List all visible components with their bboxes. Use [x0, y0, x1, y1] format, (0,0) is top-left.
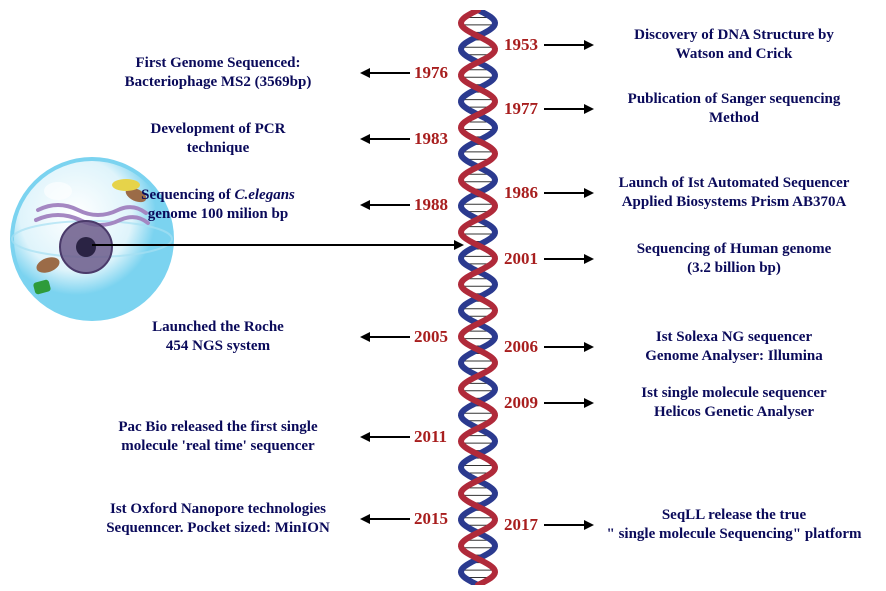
- timeline-label-line2: Genome Analyser: Illumina: [645, 348, 823, 364]
- arrow-head-right-icon: [584, 40, 594, 50]
- timeline-arrow: [370, 72, 410, 74]
- timeline-arrow: [544, 108, 584, 110]
- timeline-year: 2015: [414, 509, 448, 529]
- timeline-label-line1: Discovery of DNA Structure by: [634, 27, 834, 43]
- arrow-head-left-icon: [360, 514, 370, 524]
- arrow-head-left-icon: [360, 432, 370, 442]
- timeline-label-line1: Sequencing of C.elegans: [141, 187, 295, 203]
- timeline-label-line2: Sequenncer. Pocket sized: MinION: [106, 520, 330, 536]
- timeline-year: 1977: [504, 99, 538, 119]
- arrow-head-right-icon: [584, 398, 594, 408]
- timeline-year: 1986: [504, 183, 538, 203]
- arrow-head-right-icon: [584, 254, 594, 264]
- arrow-head-left-icon: [360, 332, 370, 342]
- timeline-year: 2009: [504, 393, 538, 413]
- timeline-label: Discovery of DNA Structure by Watson and …: [594, 26, 874, 64]
- timeline-arrow: [544, 192, 584, 194]
- timeline-arrow: [370, 518, 410, 520]
- cell-arrow-line: [92, 244, 454, 246]
- timeline-arrow: [370, 204, 410, 206]
- arrow-head-right-icon: [584, 342, 594, 352]
- timeline-label-line1: First Genome Sequenced:: [136, 55, 301, 71]
- timeline-label: Launch of Ist Automated Sequencer Applied…: [594, 174, 874, 212]
- timeline-label-line1: Development of PCR: [151, 121, 286, 137]
- timeline-label-line2: Method: [709, 110, 759, 126]
- timeline-label-line2: (3.2 billion bp): [687, 260, 781, 276]
- timeline-year: 2001: [504, 249, 538, 269]
- timeline-label-line1: Sequencing of Human genome: [637, 241, 832, 257]
- arrow-head-right-icon: [584, 104, 594, 114]
- timeline-year: 2017: [504, 515, 538, 535]
- timeline-label: Development of PCR technique: [78, 120, 358, 158]
- timeline-label-line2: Helicos Genetic Analyser: [654, 404, 814, 420]
- timeline-label: Ist Solexa NG sequencer Genome Analyser: …: [594, 328, 874, 366]
- arrow-head-right-icon: [584, 520, 594, 530]
- arrow-head-right-icon: [584, 188, 594, 198]
- timeline-label: Publication of Sanger sequencing Method: [594, 90, 874, 128]
- timeline-label: SeqLL release the true " single molecule …: [594, 506, 874, 544]
- timeline-label-line1: Ist Solexa NG sequencer: [656, 329, 812, 345]
- timeline-year: 1976: [414, 63, 448, 83]
- timeline-label: Ist Oxford Nanopore technologies Sequennc…: [78, 500, 358, 538]
- timeline-arrow: [370, 138, 410, 140]
- timeline-arrow: [544, 402, 584, 404]
- arrow-head-left-icon: [360, 200, 370, 210]
- arrow-head-left-icon: [360, 134, 370, 144]
- timeline-label-line2: genome 100 milion bp: [148, 206, 288, 222]
- timeline-label-line1: SeqLL release the true: [662, 507, 806, 523]
- timeline-label-line1: Publication of Sanger sequencing: [628, 91, 841, 107]
- timeline-arrow: [544, 44, 584, 46]
- timeline-label: Pac Bio released the first single molecul…: [78, 418, 358, 456]
- timeline-label-line2: Bacteriophage MS2 (3569bp): [125, 74, 312, 90]
- timeline-arrow: [544, 258, 584, 260]
- timeline-label: Sequencing of Human genome (3.2 billion b…: [594, 240, 874, 278]
- timeline-label-line2: 454 NGS system: [166, 338, 270, 354]
- cell-arrow-head: [454, 240, 464, 250]
- cell-illustration: [8, 155, 176, 323]
- dna-helix: [458, 10, 498, 585]
- timeline-arrow: [544, 524, 584, 526]
- timeline-label: Launched the Roche 454 NGS system: [78, 318, 358, 356]
- timeline-label: First Genome Sequenced: Bacteriophage MS2…: [78, 54, 358, 92]
- timeline-arrow: [370, 436, 410, 438]
- timeline-year: 1988: [414, 195, 448, 215]
- timeline-label-line1: Launched the Roche: [152, 319, 284, 335]
- timeline-year: 1953: [504, 35, 538, 55]
- timeline-label-line1: Ist Oxford Nanopore technologies: [110, 501, 326, 517]
- arrow-head-left-icon: [360, 68, 370, 78]
- timeline-year: 2006: [504, 337, 538, 357]
- timeline-label-line1: Launch of Ist Automated Sequencer: [619, 175, 850, 191]
- timeline-arrow: [370, 336, 410, 338]
- timeline-label-line2: Watson and Crick: [676, 46, 793, 62]
- timeline-label-line1: Pac Bio released the first single: [118, 419, 317, 435]
- timeline-year: 2011: [414, 427, 447, 447]
- timeline-arrow: [544, 346, 584, 348]
- timeline-label-line2: " single molecule Sequencing" platform: [607, 526, 862, 542]
- timeline-label-line2: Applied Biosystems Prism AB370A: [622, 194, 847, 210]
- timeline-label-line1: Ist single molecule sequencer: [641, 385, 826, 401]
- timeline-year: 2005: [414, 327, 448, 347]
- timeline-label-line2: molecule 'real time' sequencer: [121, 438, 314, 454]
- timeline-label-line2: technique: [187, 140, 250, 156]
- timeline-label: Sequencing of C.elegans genome 100 milion…: [78, 186, 358, 224]
- timeline-year: 1983: [414, 129, 448, 149]
- timeline-label: Ist single molecule sequencer Helicos Gen…: [594, 384, 874, 422]
